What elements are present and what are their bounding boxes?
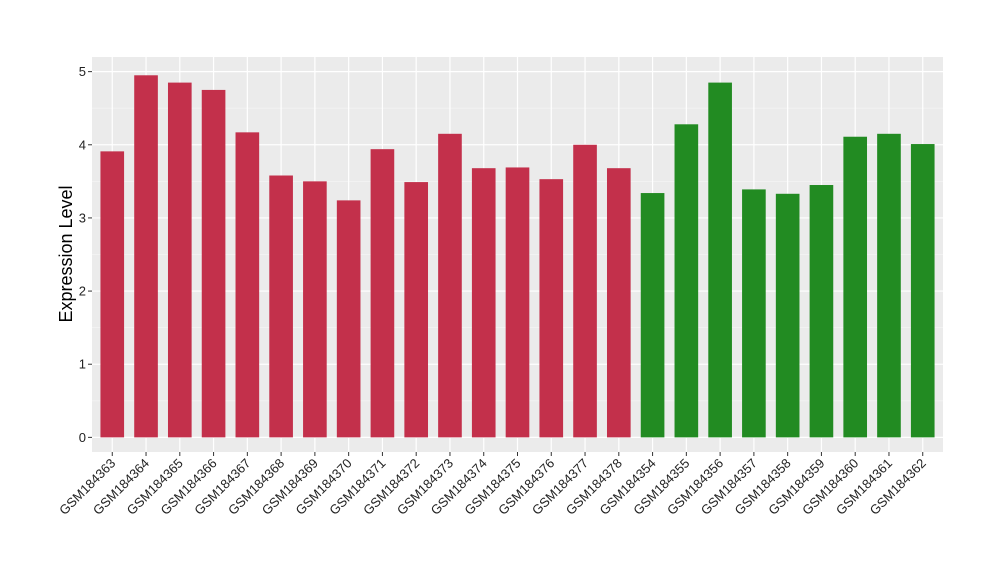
y-axis: 0 1 2 3 4 5 [79, 64, 92, 445]
bar-GSM184362 [910, 144, 935, 438]
y-axis-title: Expression Level [56, 185, 76, 322]
bar-GSM184378 [606, 168, 631, 438]
y-tick-label: 5 [79, 64, 86, 79]
bar-GSM184354 [640, 193, 665, 438]
y-tick-label: 1 [79, 357, 86, 372]
bar-GSM184361 [877, 133, 901, 438]
y-tick-label: 0 [79, 430, 86, 445]
bar-GSM184359 [809, 185, 834, 438]
bar-GSM184355 [674, 124, 699, 438]
bar-GSM184374 [471, 168, 496, 438]
y-tick-label: 4 [79, 137, 86, 152]
bar-GSM184366 [201, 89, 226, 438]
y-tick-label: 2 [79, 284, 86, 299]
bars [100, 75, 935, 438]
bar-GSM184364 [134, 75, 158, 438]
bar-GSM184369 [303, 181, 327, 438]
bar-GSM184372 [404, 182, 429, 438]
bar-GSM184365 [167, 82, 192, 438]
x-axis: GSM184363GSM184364GSM184365GSM184366GSM1… [56, 452, 929, 518]
bar-GSM184357 [742, 189, 766, 438]
bar-GSM184377 [573, 144, 597, 438]
bar-GSM184368 [269, 175, 293, 438]
bar-GSM184375 [505, 167, 530, 438]
bar-GSM184373 [438, 133, 462, 438]
bar-GSM184370 [336, 200, 361, 438]
bar-GSM184356 [708, 82, 732, 438]
bar-GSM184367 [235, 132, 260, 438]
bar-GSM184363 [100, 151, 125, 438]
y-tick-label: 3 [79, 210, 86, 225]
bar-GSM184376 [539, 179, 564, 438]
bar-GSM184360 [843, 136, 868, 438]
bar-GSM184371 [370, 149, 395, 438]
bar-GSM184358 [775, 193, 800, 438]
